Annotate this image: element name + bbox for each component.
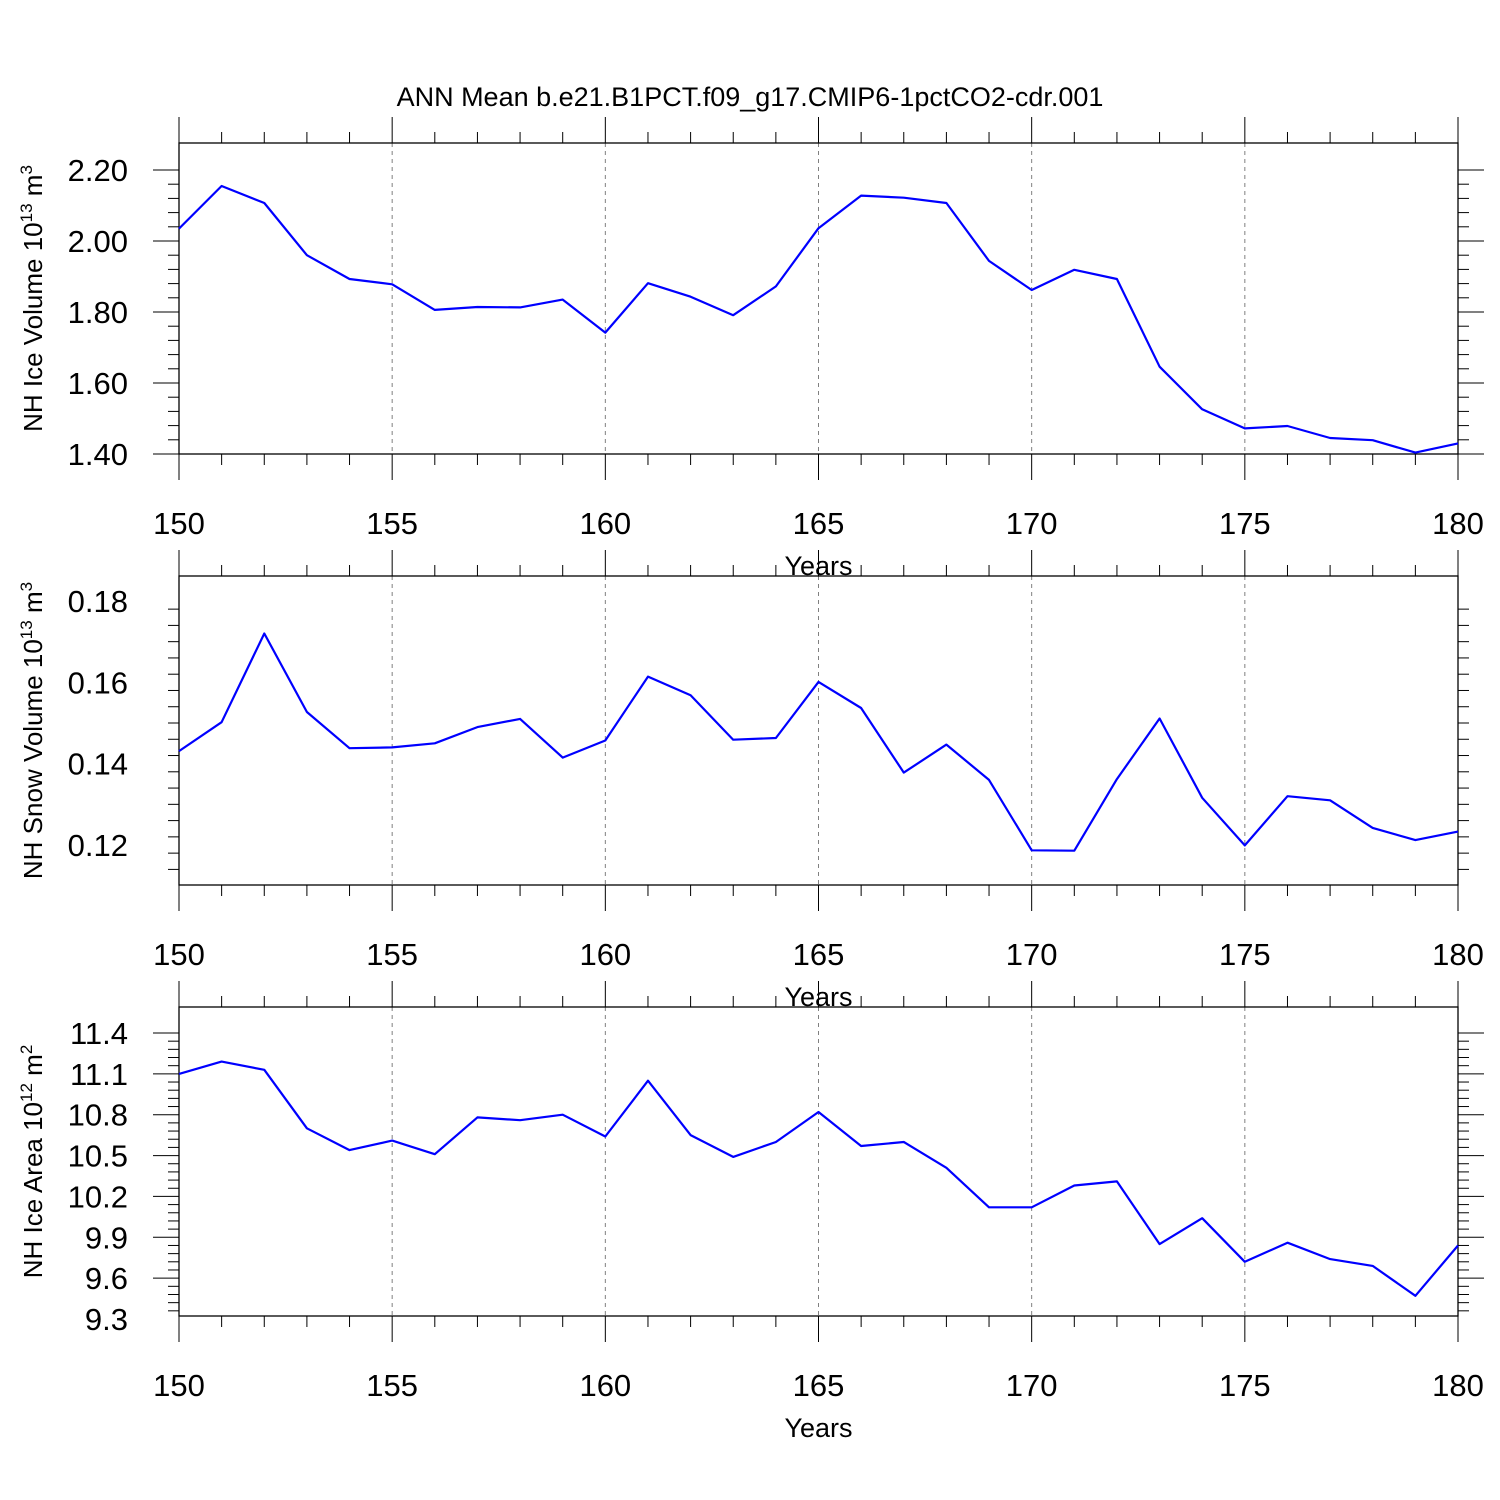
- x-tick-label: 150: [153, 506, 205, 541]
- y-tick-label: 0.16: [68, 665, 128, 700]
- chart-panel-2: 150 155 160 165 170 175 180Years0.120.140.160.…: [17, 550, 1484, 1012]
- x-tick-label: 180: [1432, 506, 1484, 541]
- y-tick-label: 0.12: [68, 828, 128, 863]
- y-axis-label-part: 13: [17, 203, 36, 222]
- y-axis-label: NH Ice Area 1012 m2: [17, 1045, 48, 1279]
- y-tick-label: 1.60: [68, 366, 128, 401]
- x-tick-label: 175: [1219, 1368, 1271, 1403]
- y-axis-label-part: NH Snow Volume 10: [18, 639, 48, 879]
- y-axis-label-part: m: [18, 591, 48, 620]
- y-axis-label-part: 2: [17, 1045, 36, 1054]
- y-tick-label: 9.9: [85, 1220, 128, 1255]
- x-tick-label: 165: [793, 1368, 845, 1403]
- y-axis-label-part: m: [18, 175, 48, 204]
- x-tick-label: 165: [793, 937, 845, 972]
- page-title: ANN Mean b.e21.B1PCT.f09_g17.CMIP6-1pctC…: [396, 82, 1104, 112]
- x-tick-label: 155: [366, 506, 418, 541]
- y-tick-label: 10.5: [68, 1139, 128, 1174]
- y-tick-label: 2.20: [68, 153, 128, 188]
- y-axis-label-part: 3: [17, 165, 36, 174]
- x-tick-label: 175: [1219, 506, 1271, 541]
- y-tick-label: 11.4: [70, 1016, 128, 1051]
- y-axis-label-part: NH Ice Volume 10: [18, 222, 48, 432]
- x-tick-label: 170: [1006, 506, 1058, 541]
- x-tick-label: 170: [1006, 1368, 1058, 1403]
- x-tick-label: 160: [579, 937, 631, 972]
- chart-panel-1: 150 155 160 165 170 175 180Years1.401.601.802.…: [17, 117, 1484, 581]
- y-tick-label: 11.1: [70, 1057, 128, 1092]
- chart-panel-3: 150 155 160 165 170 175 180 Years 9.3 9.6 9.9 10.2 1…: [17, 981, 1484, 1443]
- x-tick-label: 160: [579, 1368, 631, 1403]
- y-axis-label-part: 3: [17, 582, 36, 591]
- x-tick-label: 155: [366, 937, 418, 972]
- x-tick-label: 155: [366, 1368, 418, 1403]
- y-axis-label-part: 12: [17, 1083, 36, 1102]
- y-tick-label: 0.18: [68, 584, 128, 619]
- y-tick-label: 1.40: [68, 437, 128, 472]
- x-tick-label: 165: [793, 506, 845, 541]
- y-axis-label: NH Ice Volume 1013 m3: [17, 165, 48, 432]
- x-tick-label: 170: [1006, 937, 1058, 972]
- x-tick-label: 175: [1219, 937, 1271, 972]
- y-tick-label: 0.14: [68, 747, 128, 782]
- x-tick-label: 180: [1432, 937, 1484, 972]
- x-tick-label: 160: [579, 506, 631, 541]
- y-axis-label: NH Snow Volume 1013 m3: [17, 582, 48, 879]
- y-axis-label-part: m: [18, 1054, 48, 1083]
- x-tick-label: 150: [153, 937, 205, 972]
- y-tick-label: 9.6: [85, 1261, 128, 1296]
- y-tick-label: 1.80: [68, 295, 128, 330]
- y-tick-label: 10.8: [68, 1098, 128, 1133]
- y-axis-label-part: NH Ice Area 10: [18, 1102, 48, 1278]
- x-axis-label: Years: [784, 1413, 852, 1443]
- y-tick-label: 2.00: [68, 224, 128, 259]
- y-axis-label-part: 13: [17, 620, 36, 639]
- x-tick-label: 150: [153, 1368, 205, 1403]
- x-tick-label: 180: [1432, 1368, 1484, 1403]
- y-tick-label: 10.2: [68, 1179, 128, 1214]
- y-tick-label: 9.3: [85, 1302, 128, 1337]
